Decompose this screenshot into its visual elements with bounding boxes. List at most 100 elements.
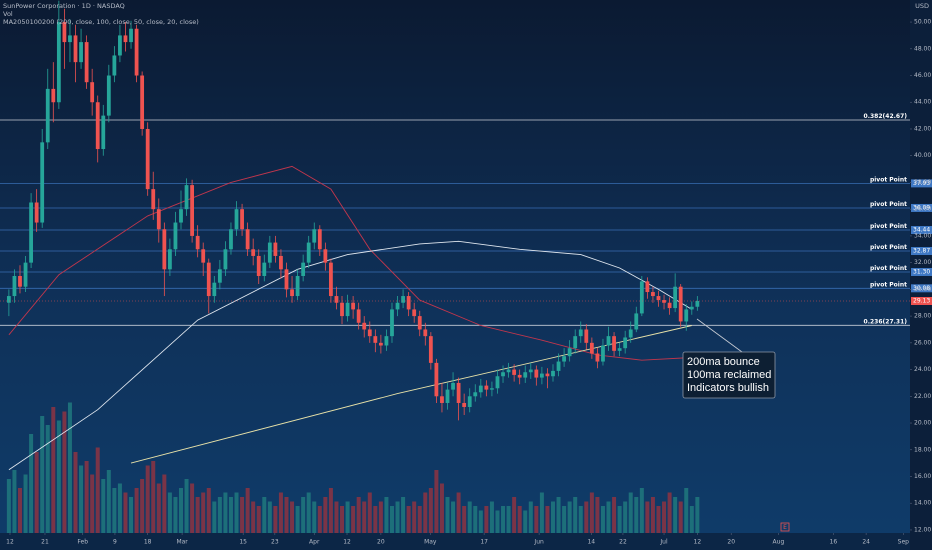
candle-body [134, 28, 139, 76]
candle-body [167, 249, 172, 270]
candle-body [34, 202, 39, 223]
candle-body [445, 389, 450, 403]
candle-body [145, 128, 150, 190]
volume-bar [434, 470, 439, 533]
y-tick-label: 42.00 [914, 125, 931, 132]
y-tick-label: 28.00 [914, 313, 931, 320]
volume-bar [656, 506, 661, 533]
candle-body [329, 262, 333, 297]
candles [6, 0, 700, 421]
volume-bar [484, 506, 489, 533]
volume-bar [256, 506, 261, 533]
axes: 12.00 14.00 16.00 18.00 20.00 22.00 24.00 26.00… [0, 19, 932, 546]
candle-body [517, 374, 522, 378]
volume-bar [645, 501, 650, 533]
y-tick-label: 38.00 [914, 179, 931, 186]
x-tick-label: 12 [6, 539, 14, 546]
volume-bar [545, 506, 550, 533]
last-price-box [911, 296, 932, 305]
candle-body [401, 296, 405, 303]
candle-body [51, 88, 56, 103]
level-name: pivot Point [870, 201, 907, 208]
volume-bar [112, 488, 117, 533]
level-price: 36.09 [913, 204, 930, 211]
candle-body [267, 242, 272, 263]
candle-body [367, 329, 372, 337]
volume-bar [190, 483, 195, 533]
volume-bar [290, 501, 295, 533]
candle-body [351, 302, 356, 310]
volume-bar [478, 510, 483, 533]
candle-body [334, 296, 339, 303]
candle-body [512, 369, 517, 375]
candle-body [112, 55, 117, 76]
x-tick-label: May [424, 539, 437, 546]
candle-body [462, 402, 467, 407]
candle-body [623, 337, 628, 349]
candle-body [678, 286, 683, 322]
volume-bar [650, 497, 655, 533]
volume-bar [223, 492, 228, 533]
candle-body [129, 28, 133, 43]
candle-body [223, 249, 228, 270]
candle-body [356, 309, 361, 323]
volume-bar [29, 434, 34, 533]
candle-body [345, 302, 350, 317]
volume-bar [451, 501, 456, 533]
last-price: 29.13 [913, 297, 930, 304]
volume-bar [523, 510, 528, 533]
volume-bar [184, 479, 189, 533]
candle-body [29, 202, 33, 263]
candle-body [312, 229, 317, 243]
volume-bar [578, 506, 583, 533]
volume-bar [667, 492, 672, 533]
volume-bar [351, 506, 356, 533]
volume-bar [401, 497, 406, 533]
candle-body [273, 242, 278, 256]
volume-bar [262, 497, 267, 533]
candle-body [634, 313, 639, 330]
volume-bar [162, 474, 167, 533]
candle-body [279, 255, 283, 270]
volume-bar [389, 506, 394, 533]
annotation-arrow [696, 318, 743, 353]
volume-bar [573, 497, 578, 533]
level-name: pivot Point [870, 265, 907, 272]
candle-body [323, 249, 328, 263]
candle-body [90, 82, 95, 103]
y-tick-label: 46.00 [914, 72, 931, 79]
candle-body [101, 115, 106, 150]
candle-body [362, 322, 367, 330]
y-tick-label: 18.00 [914, 446, 931, 453]
x-tick-label: 12 [694, 539, 702, 546]
volume-bar [528, 501, 533, 533]
candle-body [284, 269, 289, 290]
candle-body [584, 329, 589, 343]
x-tick-label: 21 [41, 539, 49, 546]
volume-bar [512, 497, 517, 533]
candle-body [523, 372, 528, 378]
volume-bar [556, 497, 561, 533]
volume-bar [273, 506, 278, 533]
x-tick-label: 17 [480, 539, 488, 546]
candle-body [473, 392, 478, 397]
x-tick-label: 16 [830, 539, 838, 546]
volume [6, 402, 700, 533]
x-tick-label: Mar [176, 539, 188, 546]
volume-bar [278, 492, 283, 533]
level-price: 34.44 [913, 227, 930, 234]
volume-bar [212, 501, 217, 533]
volume-bar [445, 497, 450, 533]
volume-bar [467, 501, 472, 533]
levels: 0.382(42.67) pivot Point 37.93 pivot Point 3… [0, 113, 932, 326]
candle-body [173, 222, 178, 250]
candle-body [506, 369, 511, 373]
level-price-box [911, 267, 932, 276]
volume-bar [501, 506, 506, 533]
y-tick-label: 20.00 [914, 420, 931, 427]
candle-body [545, 373, 550, 377]
candle-body [612, 336, 616, 351]
volume-bar [323, 497, 328, 533]
level-name: pivot Point [870, 244, 907, 251]
candle-body [73, 35, 78, 63]
